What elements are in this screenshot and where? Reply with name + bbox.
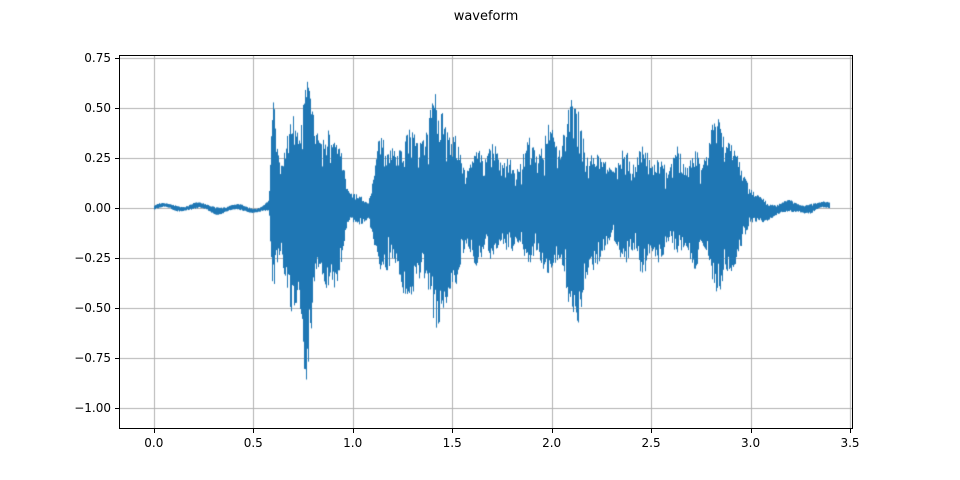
x-tick-mark	[353, 429, 354, 433]
x-tick-label: 1.0	[343, 436, 363, 450]
y-tick-mark	[115, 258, 119, 259]
y-tick-label: 0.25	[84, 151, 111, 165]
y-tick-label: 0.50	[84, 101, 111, 115]
chart-title: waveform	[453, 9, 519, 24]
x-tick-mark	[651, 429, 652, 433]
y-tick-label: −0.50	[74, 301, 111, 315]
y-tick-label: 0.00	[84, 201, 111, 215]
y-tick-label: −0.25	[74, 251, 111, 265]
plot-area	[119, 55, 853, 429]
y-tick-label: −1.00	[74, 401, 111, 415]
x-tick-label: 2.0	[542, 436, 562, 450]
x-tick-label: 2.5	[641, 436, 661, 450]
x-tick-mark	[154, 429, 155, 433]
x-tick-label: 1.5	[442, 436, 462, 450]
y-tick-mark	[115, 108, 119, 109]
y-tick-label: 0.75	[84, 51, 111, 65]
y-tick-mark	[115, 158, 119, 159]
y-tick-mark	[115, 408, 119, 409]
y-tick-mark	[115, 308, 119, 309]
x-tick-mark	[452, 429, 453, 433]
x-tick-mark	[552, 429, 553, 433]
x-tick-mark	[253, 429, 254, 433]
y-tick-mark	[115, 208, 119, 209]
waveform-canvas	[120, 56, 852, 428]
x-tick-label: 3.0	[741, 436, 761, 450]
x-tick-mark	[850, 429, 851, 433]
x-tick-label: 3.5	[840, 436, 860, 450]
y-tick-label: −0.75	[74, 351, 111, 365]
y-tick-mark	[115, 58, 119, 59]
x-tick-mark	[751, 429, 752, 433]
x-tick-label: 0.0	[144, 436, 164, 450]
y-tick-mark	[115, 358, 119, 359]
x-tick-label: 0.5	[243, 436, 263, 450]
